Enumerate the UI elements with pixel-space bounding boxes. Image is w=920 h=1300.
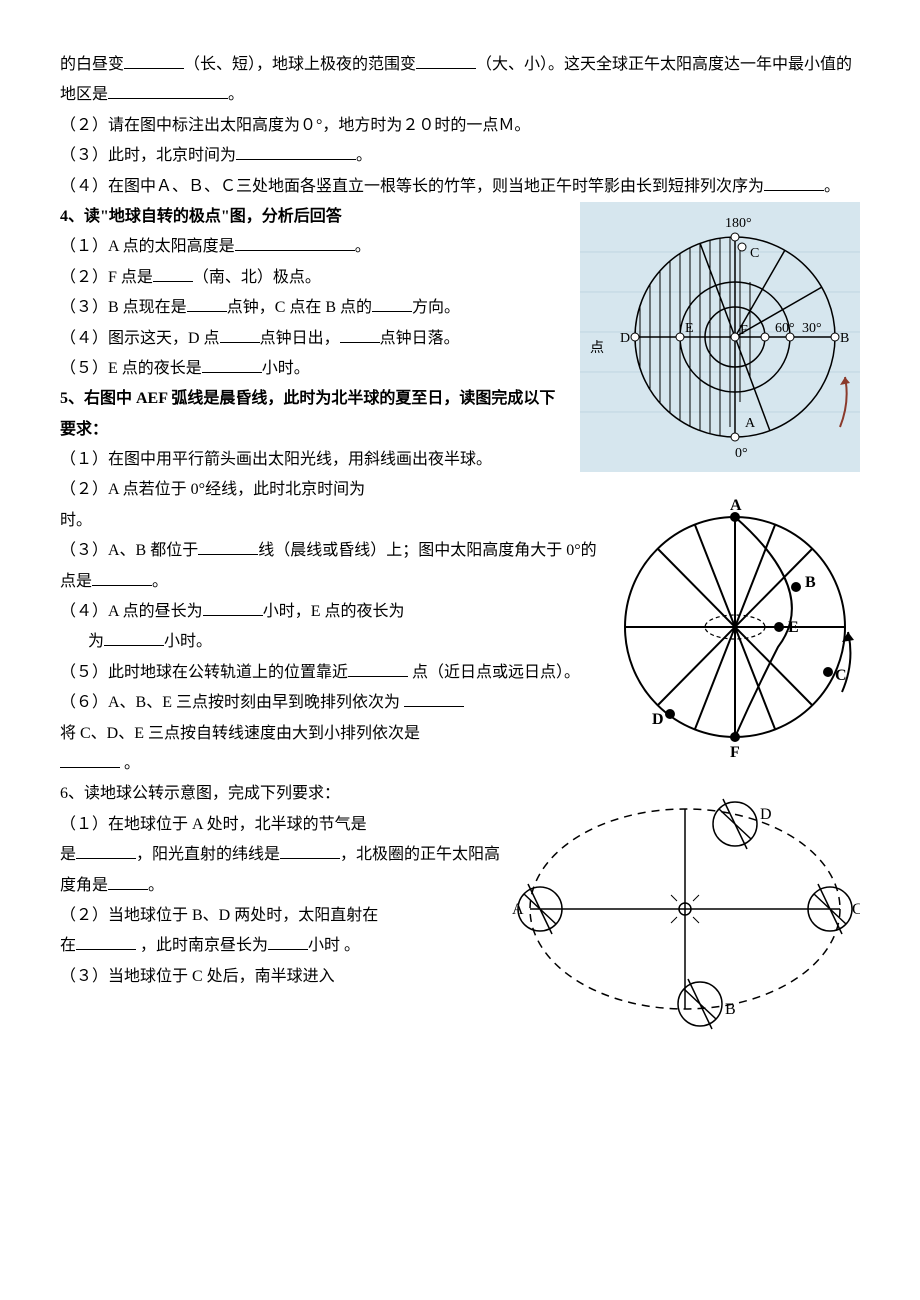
q4-p2a: （２）F 点是 — [60, 269, 153, 286]
blank[interactable] — [198, 537, 258, 556]
q5-p4b: 小时，E 点的夜长为 — [263, 603, 405, 620]
q6-p2b: ，此时南京昼长为 — [140, 937, 268, 954]
svg-text:E: E — [788, 619, 799, 636]
svg-text:C: C — [835, 667, 847, 684]
blank[interactable] — [340, 324, 380, 343]
blank[interactable] — [268, 932, 308, 951]
blank[interactable] — [60, 749, 120, 768]
q3-p2: （２）请在图中标注出太阳高度为０°，地方时为２０时的一点Ｍ。 — [60, 117, 530, 134]
blank[interactable] — [92, 567, 152, 586]
q5-p1: （１）在图中用平行箭头画出太阳光线，用斜线画出夜半球。 — [60, 451, 492, 468]
svg-text:B: B — [840, 331, 849, 346]
q3-block: 的白昼变（长、短），地球上极夜的范围变（大、小）。这天全球正午太阳高度达一年中最… — [60, 50, 860, 202]
svg-text:60°: 60° — [775, 321, 795, 336]
blank[interactable] — [416, 50, 476, 69]
q5-p6b: 将 C、D、E 三点按自转线速度由大到小排列依次是 — [60, 725, 420, 742]
q4-title: 4、读"地球自转的极点"图，分析后回答 — [60, 208, 342, 225]
svg-text:D: D — [620, 331, 630, 346]
blank[interactable] — [220, 324, 260, 343]
q6-p1b: ，阳光直射的纬线是 — [136, 846, 280, 863]
q4-diagram: 180° C 60° 30° B 0° A D E F 点 — [580, 202, 860, 472]
q4-p4b: 点钟日出， — [260, 330, 340, 347]
blank[interactable] — [108, 81, 228, 100]
q5-p3a: （３）A、B 都位于 — [60, 542, 198, 559]
blank[interactable] — [124, 50, 184, 69]
blank[interactable] — [372, 294, 412, 313]
svg-text:B: B — [725, 1001, 736, 1018]
blank[interactable] — [202, 354, 262, 373]
q5-p4a: （４）A 点的昼长为 — [60, 603, 203, 620]
q4-p5a: （５）E 点的夜长是 — [60, 360, 202, 377]
q4-p2b: （南、北）极点。 — [193, 269, 321, 286]
q3-text: （长、短），地球上极夜的范围变 — [184, 56, 416, 73]
blank[interactable] — [236, 142, 356, 161]
blank[interactable] — [235, 233, 355, 252]
q5-diagram: A B E C D F — [610, 492, 860, 762]
q3-p3: （３）此时，北京时间为 — [60, 147, 236, 164]
svg-text:D: D — [652, 711, 664, 728]
q6-title: 6、读地球公转示意图，完成下列要求： — [60, 785, 340, 802]
period: 。 — [356, 147, 372, 164]
period: 。 — [824, 178, 840, 195]
svg-text:点: 点 — [590, 340, 604, 356]
blank[interactable] — [348, 658, 408, 677]
svg-text:F: F — [740, 323, 748, 338]
blank[interactable] — [104, 628, 164, 647]
blank[interactable] — [108, 871, 148, 890]
q4-p4c: 点钟日落。 — [380, 330, 460, 347]
q5-p5b: 点（近日点或远日点）。 — [412, 664, 580, 681]
q5-p6a: （６）A、B、E 三点按时刻由早到晚排列依次为 — [60, 694, 400, 711]
svg-text:C: C — [852, 901, 860, 918]
svg-text:D: D — [760, 806, 772, 823]
q4-p3c: 方向。 — [412, 299, 460, 316]
svg-text:A: A — [512, 901, 524, 918]
q3-p4: （４）在图中Ａ、Ｂ、Ｃ三处地面各竖直立一根等长的竹竿，则当地正午时竿影由长到短排… — [60, 178, 764, 195]
q4-p4a: （４）图示这天，D 点 — [60, 330, 220, 347]
q4-p5b: 小时。 — [262, 360, 310, 377]
blank[interactable] — [153, 263, 193, 282]
blank[interactable] — [187, 294, 227, 313]
q6-p2a: （２）当地球位于 B、D 两处时，太阳直射在 — [60, 907, 378, 924]
q6-p3: （３）当地球位于 C 处后，南半球进入 — [60, 968, 335, 985]
blank[interactable] — [280, 841, 340, 860]
period: 。 — [228, 86, 244, 103]
svg-text:F: F — [730, 744, 740, 761]
q5-title: 5、右图中 AEF 弧线是晨昏线，此时为北半球的夏至日，读图完成以下要求： — [60, 390, 555, 437]
q6-diagram: A C D B — [510, 779, 860, 1039]
blank[interactable] — [404, 689, 464, 708]
lbl-180: 180° — [725, 216, 752, 231]
q5-p2a: （２）A 点若位于 0°经线，此时北京时间为 — [60, 481, 365, 498]
svg-text:E: E — [685, 321, 694, 336]
svg-text:A: A — [745, 416, 756, 431]
q3-text: 的白昼变 — [60, 56, 124, 73]
svg-text:B: B — [805, 574, 816, 591]
q4-p1: （１）A 点的太阳高度是 — [60, 238, 235, 255]
svg-text:A: A — [730, 497, 742, 514]
blank[interactable] — [764, 172, 824, 191]
q4-p3a: （３）B 点现在是 — [60, 299, 187, 316]
q5-p5a: （５）此时地球在公转轨道上的位置靠近 — [60, 664, 348, 681]
svg-text:30°: 30° — [802, 321, 822, 336]
q4-p3b: 点钟，C 点在 B 点的 — [227, 299, 372, 316]
blank[interactable] — [76, 841, 136, 860]
blank[interactable] — [203, 597, 263, 616]
blank[interactable] — [76, 932, 136, 951]
q6-p2c: 小时 。 — [308, 937, 360, 954]
q5-p2b: 时。 — [60, 512, 92, 529]
q5-p4c: 小时。 — [164, 633, 212, 650]
svg-text:0°: 0° — [735, 446, 748, 461]
svg-text:C: C — [750, 246, 759, 261]
q6-p1a: （１）在地球位于 A 处时，北半球的节气是 — [60, 816, 367, 833]
